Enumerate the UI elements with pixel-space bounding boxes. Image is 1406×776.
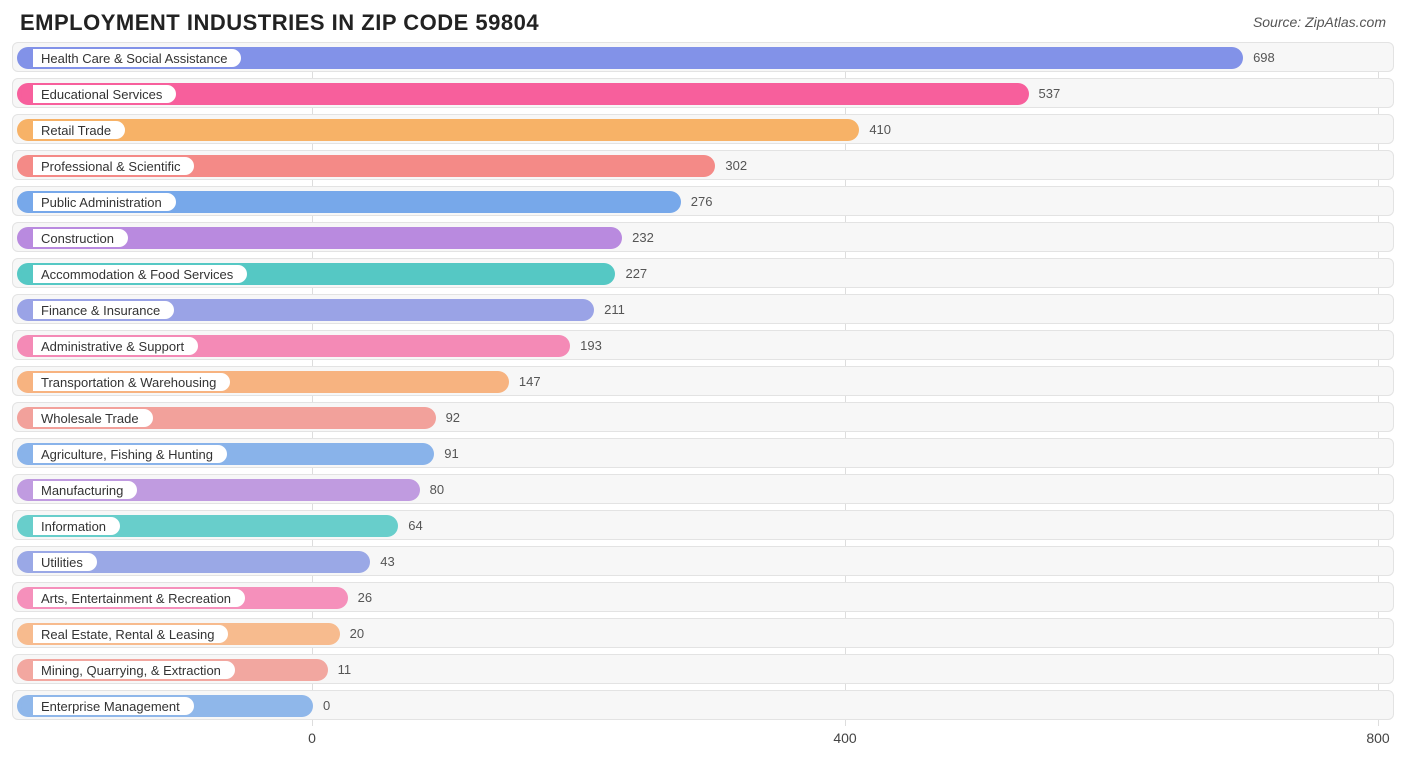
- category-pill: Enterprise Management: [21, 695, 196, 717]
- category-label: Arts, Entertainment & Recreation: [41, 591, 231, 606]
- value-label: 147: [519, 374, 541, 389]
- value-label: 91: [444, 446, 458, 461]
- category-label: Construction: [41, 231, 114, 246]
- value-label: 276: [691, 194, 713, 209]
- category-label: Public Administration: [41, 195, 162, 210]
- category-pill: Real Estate, Rental & Leasing: [21, 623, 230, 645]
- category-pill: Arts, Entertainment & Recreation: [21, 587, 247, 609]
- value-label: 232: [632, 230, 654, 245]
- value-label: 537: [1039, 86, 1061, 101]
- bar-row: Real Estate, Rental & Leasing 20: [12, 618, 1394, 648]
- chart-title: EMPLOYMENT INDUSTRIES IN ZIP CODE 59804: [20, 10, 539, 36]
- category-pill: Health Care & Social Assistance: [21, 47, 243, 69]
- x-axis: 0 400 800: [12, 726, 1394, 750]
- category-pill: Professional & Scientific: [21, 155, 196, 177]
- bar-row: Enterprise Management 0: [12, 690, 1394, 720]
- value-label: 227: [625, 266, 647, 281]
- value-label: 20: [350, 626, 364, 641]
- category-pill: Transportation & Warehousing: [21, 371, 232, 393]
- value-label: 92: [446, 410, 460, 425]
- value-label: 64: [408, 518, 422, 533]
- category-label: Information: [41, 519, 106, 534]
- category-pill: Public Administration: [21, 191, 178, 213]
- bar-row: Transportation & Warehousing 147: [12, 366, 1394, 396]
- bar-row: Professional & Scientific 302: [12, 150, 1394, 180]
- bar-row: Educational Services 537: [12, 78, 1394, 108]
- source-attribution: Source: ZipAtlas.com: [1253, 14, 1386, 30]
- category-label: Manufacturing: [41, 483, 123, 498]
- bar-row: Public Administration 276: [12, 186, 1394, 216]
- category-pill: Retail Trade: [21, 119, 127, 141]
- bar-row: Arts, Entertainment & Recreation 26: [12, 582, 1394, 612]
- value-label: 211: [604, 302, 625, 317]
- value-label: 302: [725, 158, 747, 173]
- category-pill: Construction: [21, 227, 130, 249]
- bar-row: Utilities 43: [12, 546, 1394, 576]
- value-label: 410: [869, 122, 891, 137]
- value-label: 0: [323, 698, 330, 713]
- category-label: Retail Trade: [41, 123, 111, 138]
- bar: [17, 119, 859, 141]
- category-pill: Accommodation & Food Services: [21, 263, 249, 285]
- bar-row: Health Care & Social Assistance 698: [12, 42, 1394, 72]
- x-tick-label: 0: [308, 730, 316, 746]
- category-pill: Utilities: [21, 551, 99, 573]
- category-pill: Educational Services: [21, 83, 178, 105]
- category-label: Transportation & Warehousing: [41, 375, 216, 390]
- x-tick-label: 800: [1366, 730, 1389, 746]
- source-label: Source:: [1253, 14, 1301, 30]
- category-pill: Manufacturing: [21, 479, 139, 501]
- category-label: Accommodation & Food Services: [41, 267, 233, 282]
- category-label: Health Care & Social Assistance: [41, 51, 227, 66]
- bar-row: Retail Trade 410: [12, 114, 1394, 144]
- category-label: Administrative & Support: [41, 339, 184, 354]
- category-pill: Finance & Insurance: [21, 299, 176, 321]
- category-label: Mining, Quarrying, & Extraction: [41, 663, 221, 678]
- source-name: ZipAtlas.com: [1305, 14, 1386, 30]
- category-label: Wholesale Trade: [41, 411, 139, 426]
- category-label: Finance & Insurance: [41, 303, 160, 318]
- category-pill: Mining, Quarrying, & Extraction: [21, 659, 237, 681]
- bar-row: Information 64: [12, 510, 1394, 540]
- value-label: 11: [338, 662, 352, 677]
- category-label: Agriculture, Fishing & Hunting: [41, 447, 213, 462]
- bar-row: Administrative & Support 193: [12, 330, 1394, 360]
- category-pill: Information: [21, 515, 122, 537]
- bar-row: Mining, Quarrying, & Extraction 11: [12, 654, 1394, 684]
- category-label: Educational Services: [41, 87, 162, 102]
- bar-row: Construction 232: [12, 222, 1394, 252]
- x-tick-label: 400: [833, 730, 856, 746]
- value-label: 43: [380, 554, 394, 569]
- category-label: Utilities: [41, 555, 83, 570]
- chart-area: Health Care & Social Assistance 698 Educat…: [12, 42, 1394, 750]
- value-label: 698: [1253, 50, 1275, 65]
- value-label: 80: [430, 482, 444, 497]
- category-pill: Agriculture, Fishing & Hunting: [21, 443, 229, 465]
- bar-row: Accommodation & Food Services 227: [12, 258, 1394, 288]
- bar-row: Agriculture, Fishing & Hunting 91: [12, 438, 1394, 468]
- value-label: 26: [358, 590, 372, 605]
- category-label: Enterprise Management: [41, 699, 180, 714]
- category-label: Professional & Scientific: [41, 159, 180, 174]
- bar-row: Wholesale Trade 92: [12, 402, 1394, 432]
- category-pill: Administrative & Support: [21, 335, 200, 357]
- bar-row: Manufacturing 80: [12, 474, 1394, 504]
- category-label: Real Estate, Rental & Leasing: [41, 627, 214, 642]
- category-pill: Wholesale Trade: [21, 407, 155, 429]
- value-label: 193: [580, 338, 602, 353]
- bar-row: Finance & Insurance 211: [12, 294, 1394, 324]
